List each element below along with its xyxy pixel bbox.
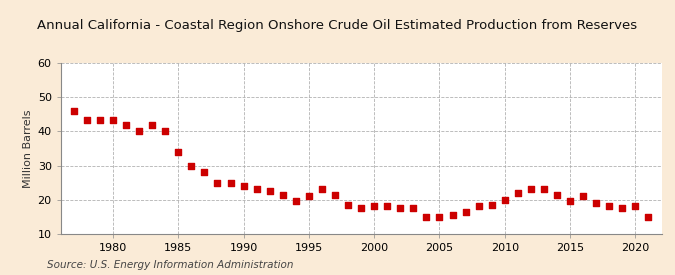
Point — [317, 187, 327, 192]
Point — [526, 187, 537, 192]
Text: Source: U.S. Energy Information Administration: Source: U.S. Energy Information Administ… — [47, 260, 294, 270]
Point — [107, 117, 118, 122]
Point — [382, 204, 393, 209]
Point — [630, 204, 641, 209]
Point — [473, 204, 484, 209]
Point — [134, 129, 144, 134]
Point — [617, 206, 628, 210]
Point — [265, 189, 275, 193]
Point — [604, 204, 615, 209]
Point — [447, 213, 458, 217]
Point — [643, 214, 654, 219]
Point — [199, 170, 210, 175]
Point — [146, 122, 157, 127]
Point — [434, 214, 445, 219]
Point — [421, 214, 432, 219]
Point — [539, 187, 549, 192]
Text: Annual California - Coastal Region Onshore Crude Oil Estimated Production from R: Annual California - Coastal Region Onsho… — [37, 19, 638, 32]
Point — [356, 206, 367, 210]
Point — [369, 204, 379, 209]
Point — [408, 206, 418, 210]
Point — [277, 192, 288, 197]
Point — [329, 192, 340, 197]
Point — [565, 199, 576, 204]
Point — [395, 206, 406, 210]
Y-axis label: Million Barrels: Million Barrels — [24, 109, 34, 188]
Point — [304, 194, 315, 199]
Point — [68, 109, 79, 113]
Point — [500, 197, 510, 202]
Point — [578, 194, 589, 199]
Point — [460, 209, 471, 214]
Point — [212, 180, 223, 185]
Point — [290, 199, 301, 204]
Point — [591, 201, 601, 205]
Point — [160, 129, 171, 134]
Point — [486, 203, 497, 207]
Point — [121, 122, 132, 127]
Point — [82, 117, 92, 122]
Point — [173, 150, 184, 154]
Point — [512, 191, 523, 195]
Point — [343, 203, 354, 207]
Point — [225, 180, 236, 185]
Point — [238, 184, 249, 188]
Point — [186, 163, 196, 168]
Point — [95, 117, 105, 122]
Point — [551, 192, 562, 197]
Point — [251, 187, 262, 192]
